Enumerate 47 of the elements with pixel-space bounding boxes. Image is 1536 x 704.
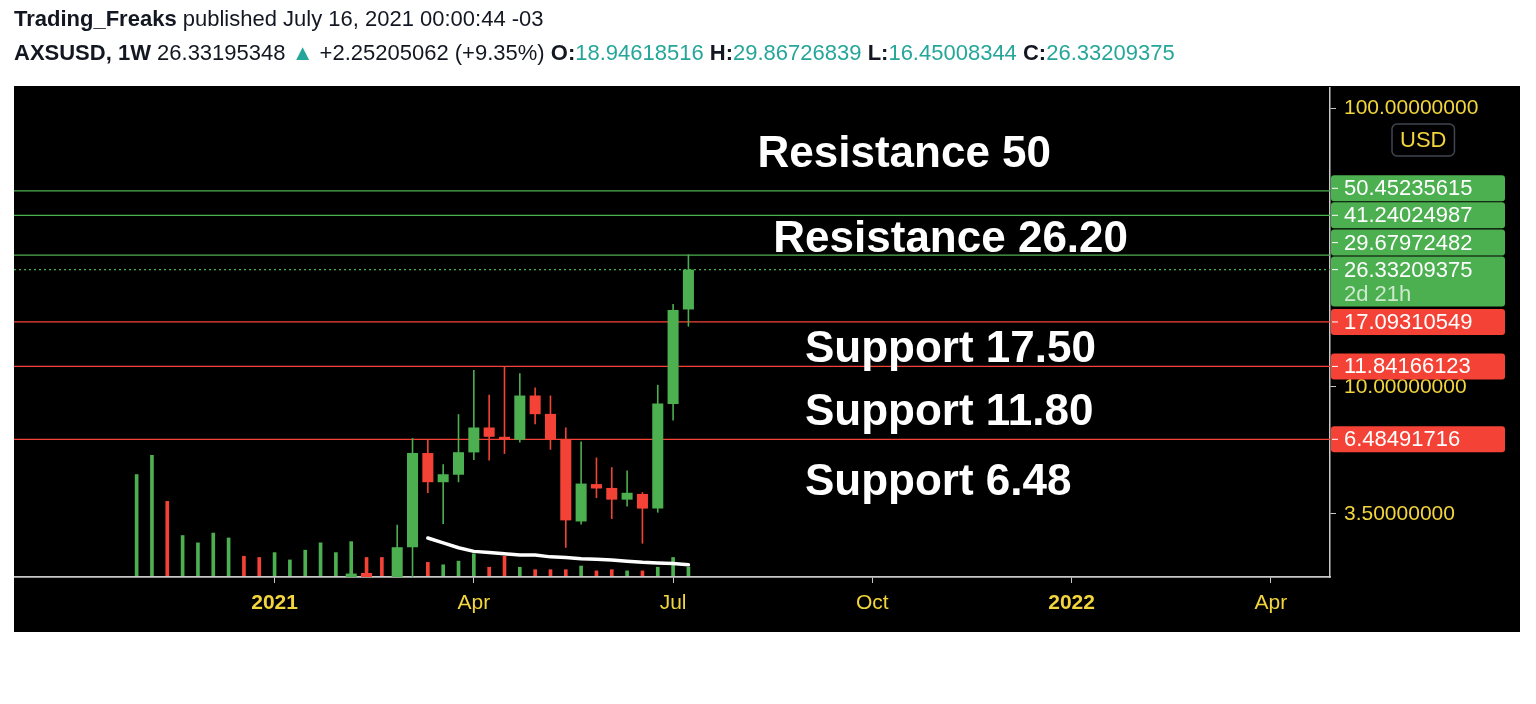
bar bbox=[655, 566, 660, 577]
bar bbox=[211, 532, 216, 577]
ref-line-label: 29.67972482 bbox=[1344, 229, 1473, 255]
bar bbox=[334, 552, 338, 577]
x-tick-label: Oct bbox=[856, 590, 889, 614]
bar bbox=[563, 569, 568, 577]
bar bbox=[242, 555, 246, 577]
y-axis-title: USD bbox=[1400, 127, 1447, 153]
bar bbox=[303, 549, 308, 577]
candlestick bbox=[621, 470, 633, 507]
ref-line-label: 26.33209375 2d 21h bbox=[1344, 256, 1473, 306]
annotation: Resistance 26.20 bbox=[773, 212, 1129, 262]
annotation: Resistance 50 bbox=[757, 127, 1052, 177]
bar bbox=[579, 565, 583, 577]
ref-line-label: 50.45235615 bbox=[1344, 175, 1473, 201]
bar bbox=[426, 562, 430, 577]
x-tick-label: Apr bbox=[457, 590, 491, 614]
bar bbox=[487, 566, 491, 577]
bar bbox=[150, 455, 154, 577]
annotation: Support 17.50 bbox=[804, 322, 1096, 372]
annotation: Support 11.80 bbox=[804, 385, 1094, 435]
bar bbox=[517, 566, 522, 577]
bar bbox=[472, 553, 476, 577]
candlestick bbox=[468, 369, 480, 460]
ref-line-label: 17.09310549 bbox=[1344, 309, 1473, 335]
x-tick-label: 2021 bbox=[251, 590, 299, 614]
candlestick bbox=[606, 467, 618, 519]
bar bbox=[441, 564, 446, 577]
ref-line-label: 6.48491716 bbox=[1344, 426, 1461, 452]
candlestick bbox=[437, 464, 449, 525]
bar bbox=[609, 569, 614, 577]
bar bbox=[165, 501, 170, 577]
chart-title: Trading_Freaks published July 16, 2021 00:00:44 -03 bbox=[14, 6, 544, 32]
x-tick-label: Apr bbox=[1254, 590, 1288, 614]
bar bbox=[533, 569, 537, 577]
annotation: Support 6.48 bbox=[804, 455, 1072, 505]
bar bbox=[257, 557, 262, 577]
y-tick-label: 3.50000000 bbox=[1344, 500, 1455, 524]
bar bbox=[349, 541, 354, 577]
text: AXSUSD, 1W 26.33195348 ▲ +2.25205062 (+9.35%) O:18.94618516 H:29.86726839 L:16.45008344 C:26.33209375 bbox=[14, 40, 1175, 65]
x-tick-label: Jul bbox=[659, 590, 687, 614]
bar bbox=[380, 557, 384, 577]
x-tick-label: 2022 bbox=[1048, 590, 1095, 614]
y-tick-label: 100.00000000 bbox=[1344, 94, 1479, 118]
ref-line-label: 41.24024987 bbox=[1344, 202, 1473, 228]
bar bbox=[288, 559, 292, 577]
bar bbox=[196, 542, 200, 577]
